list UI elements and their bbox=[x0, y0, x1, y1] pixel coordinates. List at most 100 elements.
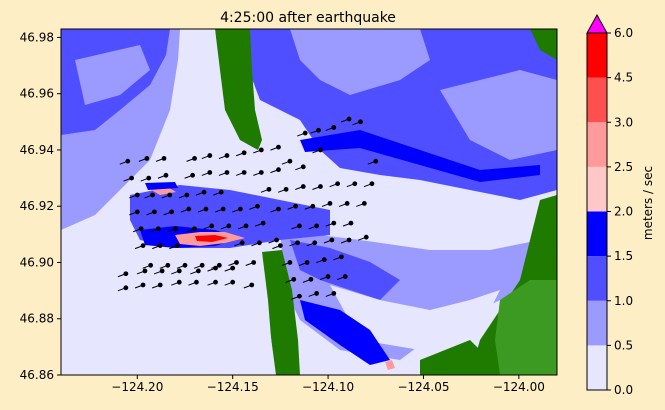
south-bay-inner-channel bbox=[300, 300, 390, 365]
particle-point bbox=[331, 220, 337, 226]
particle-point bbox=[318, 147, 323, 153]
colorbar-segment bbox=[587, 33, 607, 78]
colorbar-tick-label: 0.5 bbox=[614, 338, 633, 352]
particle-point bbox=[230, 265, 236, 271]
x-tick-label: −124.00 bbox=[493, 380, 545, 394]
particle-point bbox=[297, 293, 302, 299]
colorbar-tick-label: 1.5 bbox=[614, 249, 633, 263]
particle-point bbox=[142, 268, 148, 274]
particle-point bbox=[361, 201, 367, 206]
southeast-shore-land bbox=[420, 340, 490, 375]
particle-point bbox=[134, 192, 140, 198]
particle-point bbox=[297, 223, 302, 229]
particle-point bbox=[174, 243, 180, 249]
particle-point bbox=[207, 153, 213, 158]
particle-point bbox=[237, 206, 243, 212]
particle-point bbox=[331, 125, 337, 130]
particle-point bbox=[163, 172, 169, 178]
particle-point bbox=[293, 203, 299, 209]
particle-point bbox=[318, 184, 323, 189]
particle-point bbox=[304, 260, 310, 265]
particle-point bbox=[123, 285, 129, 291]
particle-point bbox=[192, 155, 197, 161]
particle-point bbox=[203, 206, 209, 212]
particle-point bbox=[249, 282, 255, 288]
x-axis: −124.20 −124.15 −124.10 −124.05 −124.00 bbox=[111, 375, 545, 394]
particle-point bbox=[176, 279, 182, 285]
colorbar-extend-arrow bbox=[586, 13, 608, 34]
plot-frame bbox=[60, 28, 558, 376]
particle-point bbox=[161, 155, 167, 161]
particle-point bbox=[176, 268, 182, 274]
north-bay-deep-channel bbox=[300, 130, 540, 182]
particle-point bbox=[140, 243, 146, 249]
particle-point bbox=[310, 203, 316, 209]
particle-point bbox=[358, 119, 363, 125]
particle-point bbox=[346, 116, 352, 122]
particle-point bbox=[302, 130, 308, 136]
particle-point bbox=[300, 164, 306, 170]
particle-point bbox=[157, 282, 163, 288]
particle-point bbox=[266, 186, 272, 192]
particle-point bbox=[167, 192, 173, 198]
y-tick-label: 46.96 bbox=[20, 87, 54, 101]
particle-point bbox=[159, 268, 165, 274]
particle-point bbox=[321, 257, 327, 263]
colorbar-tick-label: 3.0 bbox=[614, 115, 633, 129]
particle-point bbox=[312, 240, 318, 246]
y-tick-label: 46.92 bbox=[20, 199, 54, 213]
particle-point bbox=[327, 201, 333, 206]
y-tick-label: 46.88 bbox=[20, 312, 54, 326]
south-shoal-red bbox=[385, 360, 395, 370]
particle-point bbox=[155, 226, 161, 232]
south-bay-deep bbox=[290, 240, 400, 300]
particle-point bbox=[258, 170, 264, 175]
particle-point bbox=[363, 234, 369, 240]
particle-point bbox=[157, 243, 163, 249]
particle-point bbox=[251, 260, 257, 265]
particle-point bbox=[220, 206, 226, 212]
colorbar-segment bbox=[587, 256, 607, 301]
offshore-speed-band-inner bbox=[75, 45, 150, 105]
particle-point bbox=[195, 268, 201, 274]
north-spit-sand bbox=[188, 29, 225, 145]
colorbar-tick-label: 0.0 bbox=[614, 383, 633, 397]
particle-point bbox=[150, 192, 155, 198]
particle-point bbox=[283, 186, 289, 192]
north-jetty-deep bbox=[145, 182, 178, 190]
colorbar: 0.0 0.5 1.0 1.5 2.0 2.5 3.0 4.5 6.0 bbox=[586, 13, 633, 397]
colorbar-segment bbox=[587, 77, 607, 123]
particle-point bbox=[224, 153, 230, 158]
particle-point bbox=[277, 243, 283, 249]
particle-point bbox=[224, 170, 230, 175]
particle-point bbox=[190, 172, 196, 178]
particle-point bbox=[134, 209, 140, 215]
particle-point bbox=[276, 144, 281, 150]
particle-point bbox=[207, 170, 213, 175]
particle-point bbox=[369, 181, 375, 187]
particle-point bbox=[123, 271, 129, 277]
x-tick-label: −124.15 bbox=[207, 380, 259, 394]
particle-point bbox=[209, 223, 215, 229]
particle-point bbox=[199, 262, 205, 268]
y-tick-label: 46.98 bbox=[20, 30, 54, 44]
colorbar-segment bbox=[587, 300, 607, 346]
colorbar-tick-label: 1.0 bbox=[614, 294, 633, 308]
particle-point bbox=[342, 274, 348, 279]
particle-point bbox=[331, 291, 337, 296]
particle-point bbox=[186, 206, 192, 212]
particle-point bbox=[148, 262, 154, 268]
particle-point bbox=[234, 260, 239, 265]
particle-point bbox=[182, 262, 188, 268]
north-spit-land bbox=[215, 29, 262, 150]
particle-point bbox=[216, 262, 222, 268]
speed-map bbox=[61, 29, 557, 375]
particle-point bbox=[346, 237, 352, 243]
particle-point bbox=[257, 240, 262, 246]
particle-point bbox=[329, 237, 335, 243]
particle-point bbox=[308, 276, 314, 282]
colorbar-tick-label: 4.5 bbox=[614, 71, 633, 85]
particle-point bbox=[184, 192, 190, 198]
y-tick-label: 46.90 bbox=[20, 255, 54, 269]
particle-point bbox=[146, 175, 152, 181]
